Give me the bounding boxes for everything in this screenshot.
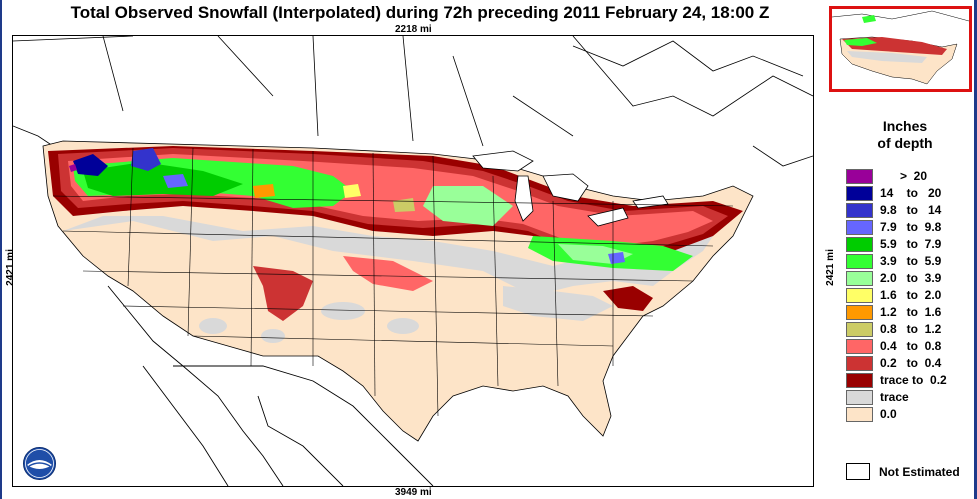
dimension-top: 2218 mi <box>395 24 432 35</box>
noaa-logo-icon[interactable] <box>23 447 56 480</box>
legend-swatch <box>846 271 873 286</box>
legend-row: 14 to 20 <box>844 185 969 202</box>
legend-row: 9.8 to 14 <box>844 202 969 219</box>
legend-row: trace to 0.2 <box>844 372 969 389</box>
trace-regions <box>63 216 713 343</box>
legend-row: 2.0 to 3.9 <box>844 270 969 287</box>
legend-row: 5.9 to 7.9 <box>844 236 969 253</box>
legend-label: 0.2 to 0.4 <box>880 356 942 370</box>
legend-swatch <box>846 203 873 218</box>
legend-swatch <box>846 373 873 388</box>
legend-row: trace <box>844 389 969 406</box>
legend-label: 0.8 to 1.2 <box>880 322 942 336</box>
frame-left <box>0 0 2 499</box>
legend-label: 7.9 to 9.8 <box>880 220 942 234</box>
state-borders <box>52 147 734 417</box>
legend-swatch <box>846 305 873 320</box>
legend-label: trace <box>880 390 909 404</box>
legend: > 20 14 to 20 9.8 to 14 7.9 to 9.8 5.9 to 7.… <box>844 168 969 423</box>
legend-title-line1: Inches <box>882 118 928 134</box>
legend-row: > 20 <box>844 168 969 185</box>
legend-label: 0.4 to 0.8 <box>880 339 942 353</box>
legend-label: 5.9 to 7.9 <box>880 237 942 251</box>
legend-row: 3.9 to 5.9 <box>844 253 969 270</box>
legend-label: > 20 <box>880 169 928 183</box>
frame-right <box>974 0 977 499</box>
legend-label: 3.9 to 5.9 <box>880 254 942 268</box>
not-estimated-swatch <box>846 463 870 480</box>
legend-swatch <box>846 322 873 337</box>
snowfall-map-canvas <box>13 36 813 486</box>
snowfall-bands <box>48 146 743 321</box>
legend-swatch <box>846 254 873 269</box>
legend-label: 14 to 20 <box>880 186 942 200</box>
legend-title-line2: of depth <box>877 135 933 151</box>
dimension-bottom: 3949 mi <box>395 487 432 498</box>
legend-label: trace to 0.2 <box>880 373 947 387</box>
noaa-logo-graphic <box>23 447 56 480</box>
legend-label: 2.0 to 3.9 <box>880 271 942 285</box>
legend-row: 1.6 to 2.0 <box>844 287 969 304</box>
canada-outlines <box>13 36 813 167</box>
legend-swatch <box>846 390 873 405</box>
map-title: Total Observed Snowfall (Interpolated) d… <box>70 3 770 22</box>
legend-swatch <box>846 237 873 252</box>
legend-title: Inches of depth <box>850 118 960 152</box>
legend-swatch <box>846 220 873 235</box>
dimension-right: 2421 mi <box>824 249 836 286</box>
legend-swatch <box>846 339 873 354</box>
legend-row: 0.0 <box>844 406 969 423</box>
overview-inset-map[interactable] <box>829 6 972 92</box>
legend-swatch <box>846 186 873 201</box>
legend-row: 0.4 to 0.8 <box>844 338 969 355</box>
legend-row: 1.2 to 1.6 <box>844 304 969 321</box>
overview-inset-canvas <box>832 9 969 89</box>
legend-swatch <box>846 169 873 184</box>
great-lakes <box>472 150 669 227</box>
legend-label: 1.6 to 2.0 <box>880 288 942 302</box>
legend-swatch <box>846 356 873 371</box>
mexico-outlines <box>107 285 434 486</box>
legend-label: 9.8 to 14 <box>880 203 942 217</box>
not-estimated-label: Not Estimated <box>879 465 960 479</box>
legend-row: 0.2 to 0.4 <box>844 355 969 372</box>
legend-label: 1.2 to 1.6 <box>880 305 942 319</box>
legend-swatch <box>846 288 873 303</box>
legend-swatch <box>846 407 873 422</box>
legend-row: 7.9 to 9.8 <box>844 219 969 236</box>
legend-label: 0.0 <box>880 407 897 421</box>
snowfall-map[interactable] <box>12 35 814 487</box>
legend-row: 0.8 to 1.2 <box>844 321 969 338</box>
